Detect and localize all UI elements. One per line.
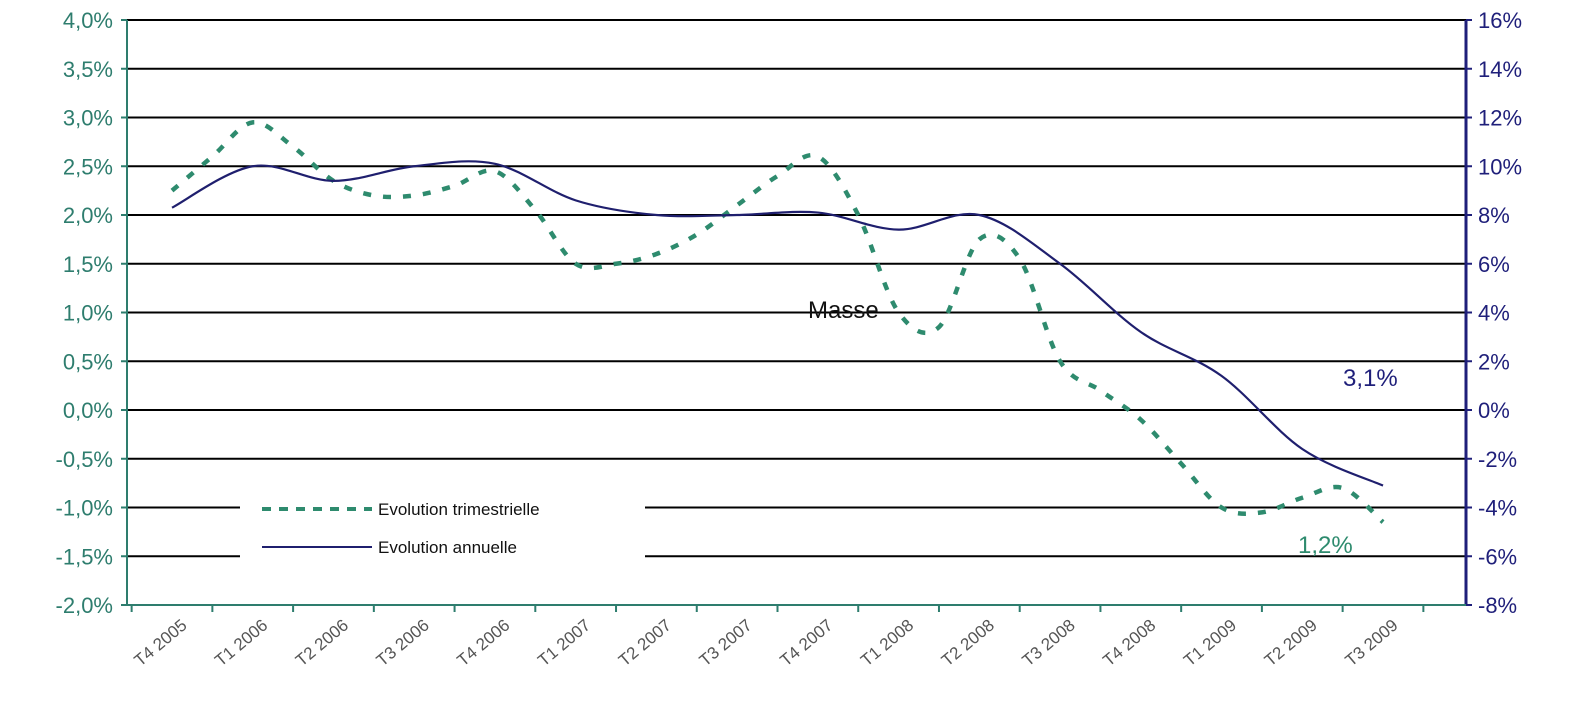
left-tick-label: -1,0% [56,496,113,521]
left-axis-ticks: 4,0% 3,5% 3,0% 2,5% 2,0% 1,5% 1,0% 0,5% 0,0% -0,5… [56,8,127,618]
x-tick-label: T1 2009 [1180,616,1240,671]
x-tick-label: T4 2008 [1099,616,1159,671]
x-axis-ticks: T4 2005 T1 2006 T2 2006 T3 2006 T4 2006 T1 20… [131,605,1425,671]
left-tick-label: 2,5% [63,154,113,179]
series-line-quarterly [170,120,1385,524]
x-tick-label: T2 2006 [292,616,352,671]
left-tick-label: 1,5% [63,252,113,277]
x-tick-label: T3 2007 [696,616,756,671]
right-tick-label: 8% [1478,203,1510,228]
x-tick-label: T1 2008 [857,616,917,671]
right-tick-label: -6% [1478,544,1517,569]
x-tick-label: T3 2006 [373,616,433,671]
legend: Evolution trimestrielle Evolution annuel… [240,490,645,562]
left-tick-label: -1,5% [56,544,113,569]
right-tick-label: 6% [1478,252,1510,277]
series-line-annual [171,160,1384,487]
right-tick-label: 16% [1478,8,1522,33]
legend-background [240,490,645,562]
annotation-quarterly-end: 1,2% [1298,532,1353,559]
left-tick-label: 0,5% [63,349,113,374]
x-tick-label: T2 2008 [938,616,998,671]
right-axis-ticks: 16% 14% 12% 10% 8% 6% 4% 2% 0% -2% -4% -6% -8% [1466,8,1522,618]
x-tick-label: T1 2007 [534,616,594,671]
left-tick-label: 4,0% [63,8,113,33]
right-tick-label: 4% [1478,301,1510,326]
x-tick-label: T3 2009 [1342,616,1402,671]
left-tick-label: 0,0% [63,398,113,423]
left-tick-label: 2,0% [63,203,113,228]
legend-label-annual: Evolution annuelle [378,538,517,557]
x-tick-label: T1 2006 [211,616,271,671]
right-tick-label: 2% [1478,349,1510,374]
legend-label-quarterly: Evolution trimestrielle [378,500,540,519]
annotation-masse: Masse [808,297,879,324]
x-tick-label: T4 2006 [453,616,513,671]
x-tick-label: T2 2009 [1261,616,1321,671]
left-tick-label: -0,5% [56,447,113,472]
left-tick-label: 3,0% [63,106,113,131]
right-tick-label: 0% [1478,398,1510,423]
left-tick-label: -2,0% [56,593,113,618]
left-tick-label: 1,0% [63,301,113,326]
x-tick-label: T3 2008 [1019,616,1079,671]
right-tick-label: -2% [1478,447,1517,472]
right-tick-label: -4% [1478,496,1517,521]
left-tick-label: 3,5% [63,57,113,82]
annotation-annual-end: 3,1% [1343,365,1398,392]
x-tick-label: T4 2005 [131,616,191,671]
right-tick-label: 10% [1478,154,1522,179]
x-tick-label: T2 2007 [615,616,675,671]
right-tick-label: -8% [1478,593,1517,618]
gridlines [127,19,1466,558]
right-tick-label: 12% [1478,106,1522,131]
right-tick-label: 14% [1478,57,1522,82]
x-tick-label: T4 2007 [776,616,836,671]
series [170,120,1385,524]
